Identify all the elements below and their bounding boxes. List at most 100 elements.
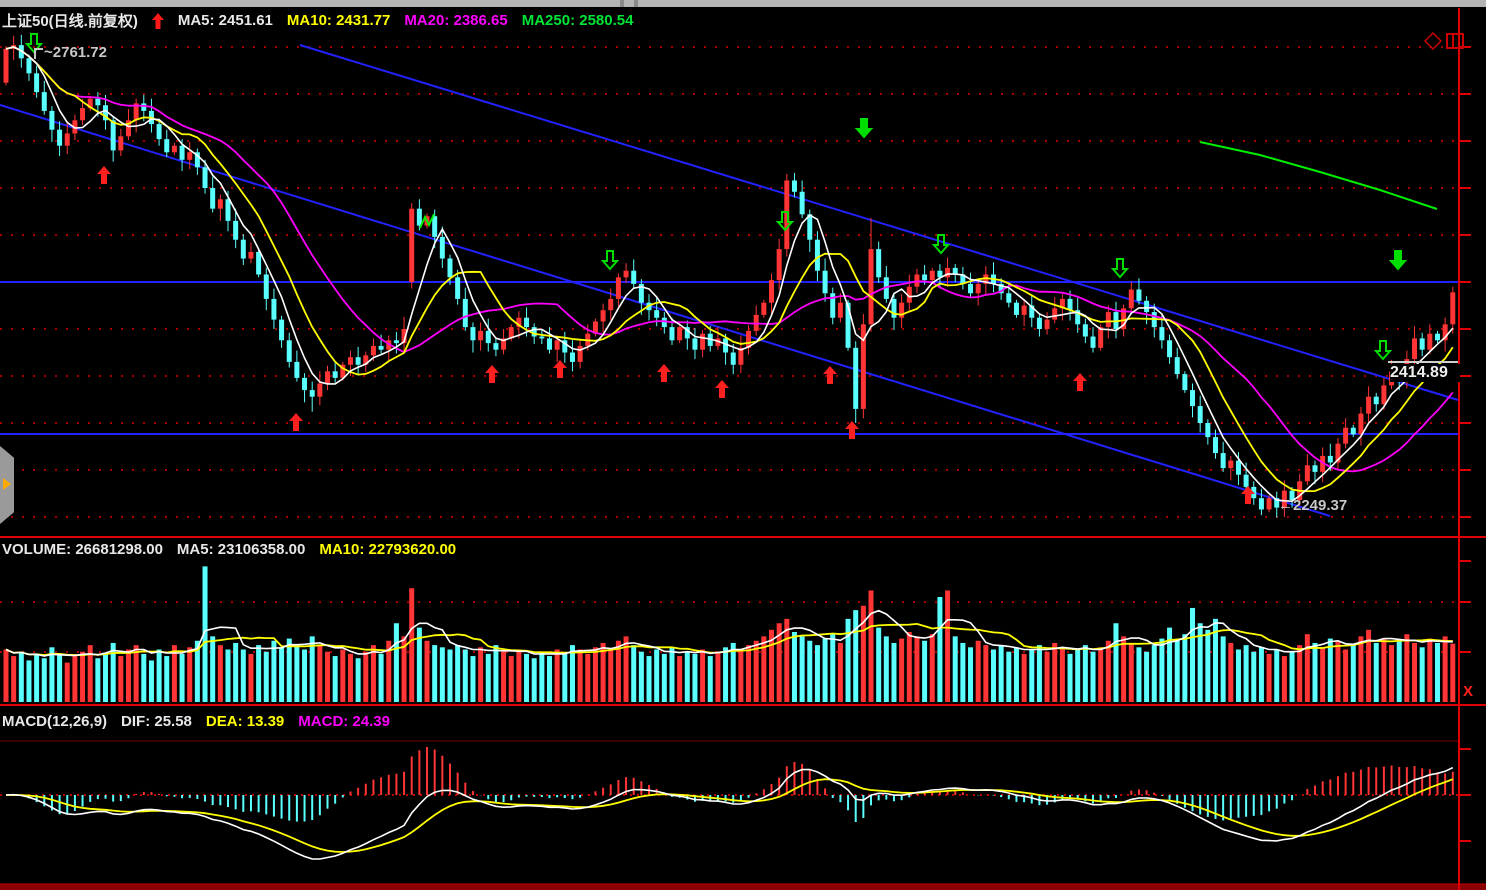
volume-bar [470, 656, 476, 702]
sell-signal-arrow [775, 211, 795, 232]
candle-body [110, 120, 116, 151]
volume-bar [202, 566, 208, 702]
volume-bar [424, 640, 430, 702]
candle-body [1335, 443, 1341, 463]
volume-bar [1228, 642, 1234, 702]
volume-bar [1067, 653, 1073, 702]
candle-body [363, 355, 369, 365]
volume-bar [524, 653, 530, 702]
candle-body [1067, 298, 1073, 311]
diamond-tool-icon[interactable] [1424, 32, 1442, 50]
candle-body [1412, 338, 1418, 360]
volume-bar [539, 651, 545, 702]
volume-bar [730, 642, 736, 702]
candle-body [164, 139, 170, 153]
candle-body [470, 327, 476, 341]
volume-bar [968, 647, 974, 702]
candle-body [1228, 460, 1234, 469]
volume-bar [692, 653, 698, 702]
candle-body [26, 58, 32, 74]
candle-body [876, 249, 882, 278]
candle-body [661, 317, 667, 328]
volume-bar [562, 653, 568, 702]
candle-body [1144, 300, 1150, 313]
candle-body [998, 283, 1004, 294]
volume-bar [271, 640, 277, 702]
candle-body [1159, 327, 1165, 341]
candle-body [608, 298, 614, 311]
volume-bar [179, 653, 185, 702]
candle-body [225, 199, 231, 221]
volume-bar [860, 605, 866, 702]
candle-body [103, 105, 109, 121]
candle-body [1289, 490, 1295, 501]
volume-bar [302, 649, 308, 702]
volume-bar [638, 651, 644, 702]
volume-bar [485, 653, 491, 702]
volume-bar [1335, 640, 1341, 702]
volume-bar [80, 651, 86, 702]
candle-body [1243, 474, 1249, 487]
volume-bar [462, 649, 468, 702]
candle-body [1128, 289, 1134, 309]
candle-body [623, 270, 629, 278]
volume-bar [1151, 645, 1157, 702]
candle-body [531, 327, 537, 337]
volume-bar [194, 640, 200, 702]
symbol-title: 上证50(日线.前复权) [2, 13, 138, 30]
volume-bar [416, 627, 422, 702]
candle-body [179, 145, 185, 160]
volume-bar [1358, 636, 1364, 702]
candle-body [929, 270, 935, 281]
candle-body [776, 249, 782, 281]
candle-body [700, 333, 706, 350]
volume-bar [1036, 645, 1042, 702]
split-pane-icon[interactable] [1446, 32, 1465, 50]
expand-right-icon [3, 478, 11, 490]
indicator-close-button[interactable]: X [1463, 683, 1474, 700]
volume-bar [868, 590, 874, 702]
buy-signal-arrow [715, 380, 729, 398]
volume-bar [34, 653, 40, 702]
ma250-line [1199, 141, 1438, 210]
candle-body [1274, 498, 1280, 508]
sidebar-expand-handle[interactable] [0, 446, 14, 524]
candle-body [1036, 317, 1042, 329]
volume-bar [876, 627, 882, 702]
volume-bar [746, 645, 752, 702]
volume-bar [669, 647, 675, 702]
candle-body [822, 270, 828, 294]
candle-body [80, 108, 86, 121]
candle-body [294, 361, 300, 378]
volume-bar [1182, 634, 1188, 702]
candle-body [906, 286, 912, 303]
buy-signal-arrow [289, 413, 303, 431]
candle-body [1251, 486, 1257, 499]
candle-body [1258, 498, 1264, 510]
candle-body [868, 249, 874, 325]
candle-body [210, 188, 216, 209]
candle-body [899, 302, 905, 318]
volume-bar [1373, 642, 1379, 702]
volume-bar [791, 632, 797, 702]
buy-signal-arrow [1241, 486, 1255, 504]
macd-value: MACD: 24.39 [298, 713, 390, 730]
volume-bar [156, 649, 162, 702]
candle-body [715, 338, 721, 346]
volume-bar [1121, 636, 1127, 702]
volume-bar [1289, 651, 1295, 702]
volume-bar [125, 649, 131, 702]
candle-body [156, 124, 162, 140]
candle-body [57, 129, 63, 146]
candle-body [447, 258, 453, 278]
volume-bar [501, 651, 507, 702]
candle-body [432, 216, 438, 237]
last-price-label: 2414.89 [1390, 364, 1460, 382]
volume-bar [18, 651, 24, 702]
volume-bar [347, 653, 353, 702]
candle-body [325, 371, 331, 384]
volume-bar [148, 660, 154, 702]
candle-body [539, 336, 545, 339]
candle-body [1006, 293, 1012, 303]
